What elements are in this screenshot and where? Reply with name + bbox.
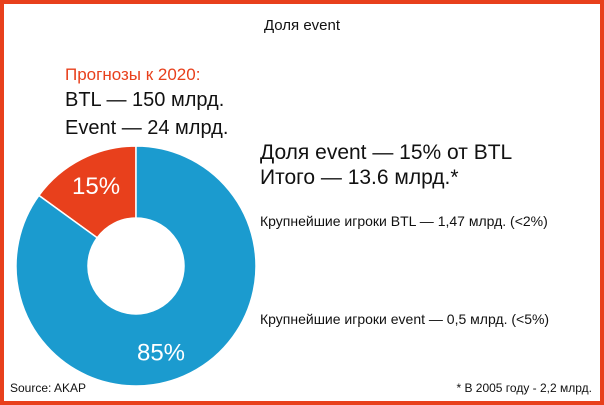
source-note: Source: AKAP	[10, 381, 87, 395]
donut-label-15: 15%	[72, 173, 120, 200]
donut-slice-85	[15, 145, 257, 387]
chart-title: Доля event	[263, 17, 341, 34]
forecast-heading: Прогнозы к 2020:	[65, 65, 201, 84]
donut-slice-15	[37, 145, 137, 239]
forecast-event-line: Event — 24 млрд.	[65, 117, 229, 139]
footnote: * В 2005 году - 2,2 млрд.	[456, 381, 592, 395]
donut-label-85: 85%	[137, 339, 185, 366]
forecast-btl-line: BTL — 150 млрд.	[65, 89, 225, 111]
total-line: Итого — 13.6 млрд.*	[260, 166, 459, 189]
event-share-line: Доля event — 15% от BTL	[260, 141, 513, 164]
largest-players-event: Крупнейшие игроки event — 0,5 млрд. (<5%…	[260, 311, 550, 327]
largest-players-btl: Крупнейшие игроки BTL — 1,47 млрд. (<2%)	[260, 213, 548, 229]
donut-chart: 15% 85%	[15, 145, 257, 387]
